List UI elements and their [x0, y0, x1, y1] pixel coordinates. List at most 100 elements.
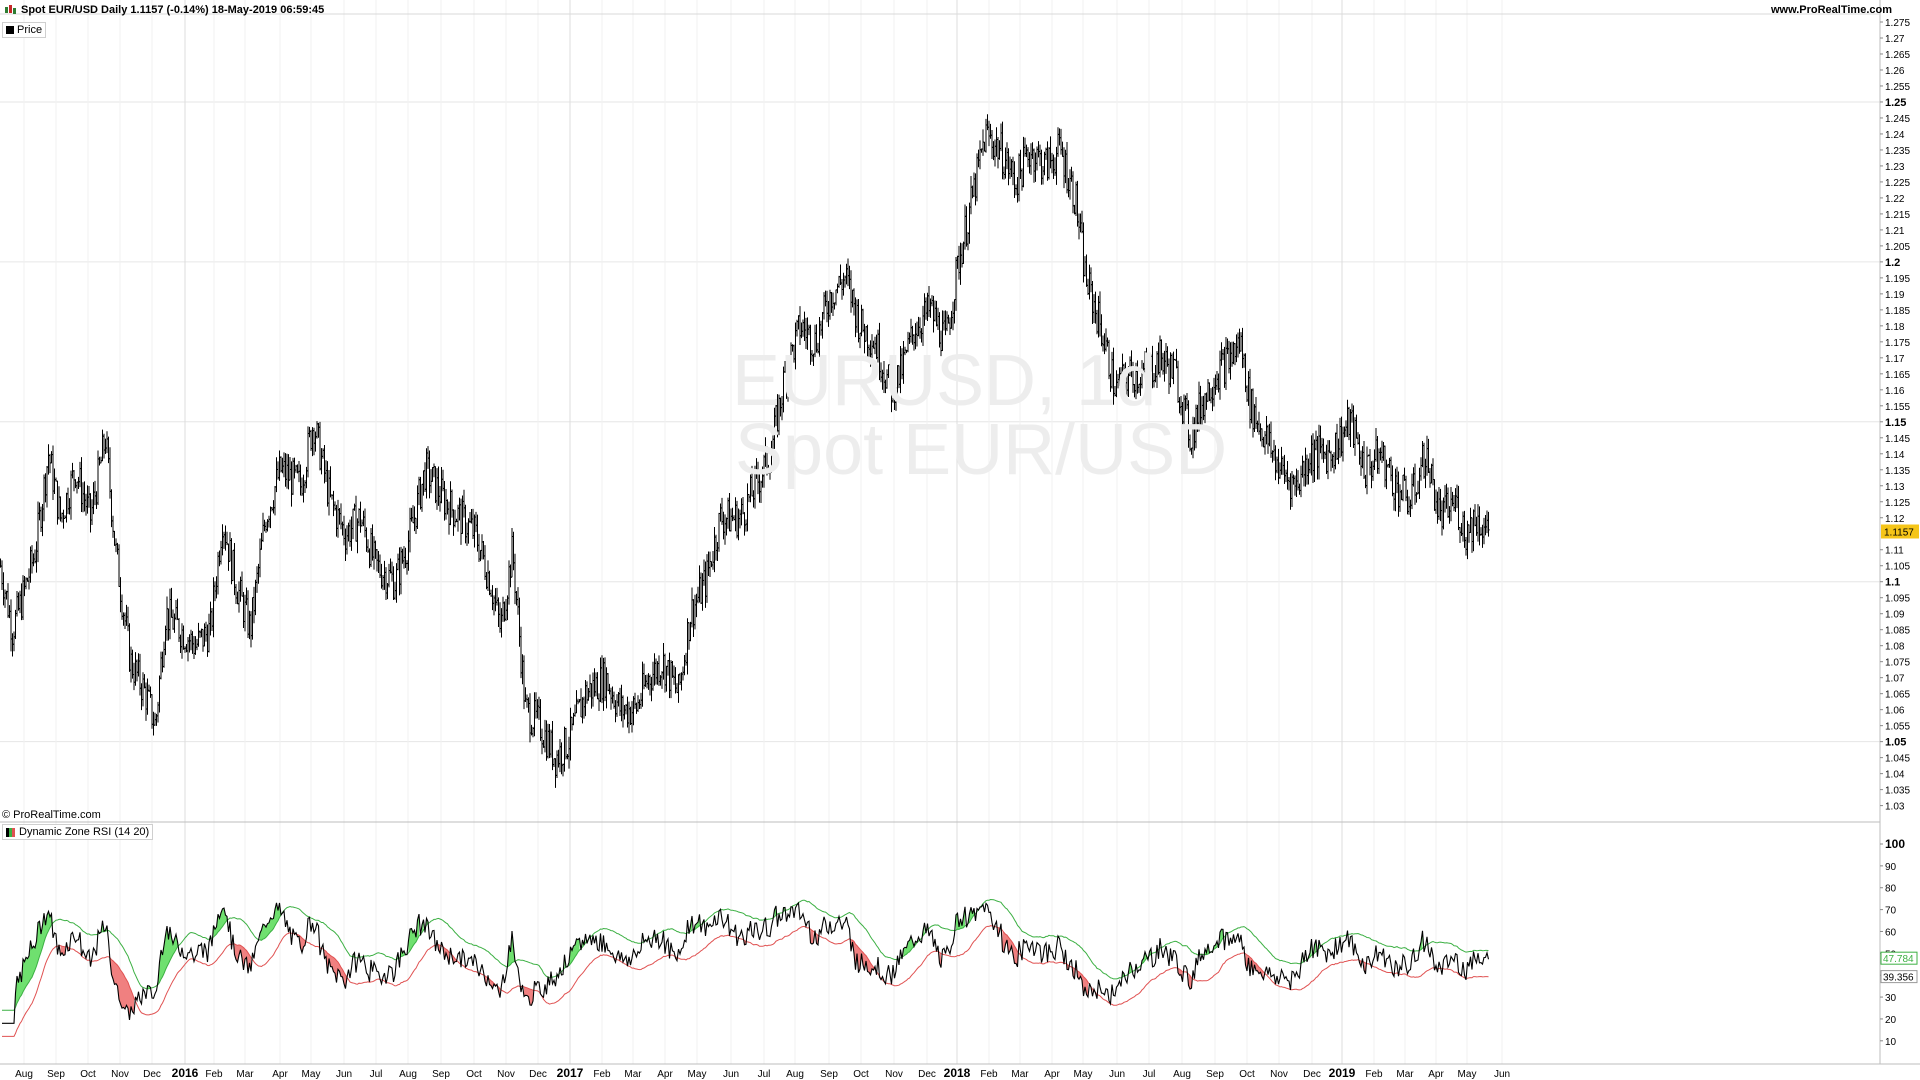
price-tick-label: 1.07: [1885, 674, 1905, 685]
price-tick-label: 1.19: [1885, 290, 1905, 301]
time-tick-label: Nov: [1270, 1069, 1288, 1080]
price-tick-label: 1.255: [1885, 82, 1910, 93]
time-tick-label: Sep: [1206, 1069, 1224, 1080]
price-tick-label: 1.105: [1885, 562, 1910, 573]
time-tick-label: Jun: [1494, 1069, 1510, 1080]
time-tick-label: May: [302, 1069, 321, 1080]
rsi-tick-label: 70: [1885, 906, 1897, 917]
time-tick-label: 2018: [944, 1066, 971, 1080]
price-tick-label: 1.24: [1885, 130, 1905, 141]
time-tick-label: Jun: [336, 1069, 352, 1080]
copyright: © ProRealTime.com: [2, 809, 101, 821]
current-price-label: 1.1157: [1884, 528, 1914, 539]
time-tick-label: Oct: [853, 1069, 869, 1080]
rsi-legend-label: Dynamic Zone RSI (14 20): [19, 826, 150, 838]
chart-title-text: Spot EUR/USD Daily 1.1157 (-0.14%) 18-Ma…: [21, 4, 325, 16]
price-tick-label: 1.265: [1885, 50, 1910, 61]
time-tick-label: Aug: [399, 1069, 417, 1080]
price-tick-label: 1.135: [1885, 466, 1910, 477]
rsi-tick-label: 100: [1885, 837, 1905, 851]
time-tick-label: Nov: [111, 1069, 129, 1080]
candlestick-chart-icon: [5, 5, 16, 14]
price-tick-label: 1.035: [1885, 786, 1910, 797]
rsi-upper-tag: [1880, 951, 1918, 965]
price-tick-label: 1.05: [1885, 737, 1906, 749]
time-tick-label: Mar: [1396, 1069, 1414, 1080]
price-tick-label: 1.165: [1885, 370, 1910, 381]
price-legend[interactable]: Price: [2, 22, 47, 38]
time-tick-label: Aug: [786, 1069, 804, 1080]
price-tick-label: 1.16: [1885, 386, 1905, 397]
time-tick-label: Feb: [980, 1069, 998, 1080]
time-tick-label: Jun: [1109, 1069, 1125, 1080]
rsi-value-label: 39.356: [1883, 973, 1914, 984]
price-tick-label: 1.1: [1885, 577, 1900, 589]
time-tick-label: Sep: [820, 1069, 838, 1080]
rsi-legend[interactable]: Dynamic Zone RSI (14 20): [2, 824, 154, 840]
price-tick-label: 1.045: [1885, 754, 1910, 765]
price-tick-label: 1.095: [1885, 594, 1910, 605]
price-tick-label: 1.145: [1885, 434, 1910, 445]
time-tick-label: Dec: [918, 1069, 936, 1080]
time-tick-label: Jun: [723, 1069, 739, 1080]
time-tick-label: Apr: [1044, 1069, 1060, 1080]
price-tick-label: 1.245: [1885, 114, 1910, 125]
price-tick-label: 1.12: [1885, 514, 1905, 525]
price-tick-label: 1.06: [1885, 706, 1905, 717]
price-tick-label: 1.215: [1885, 210, 1910, 221]
price-tick-label: 1.18: [1885, 322, 1905, 333]
price-tick-label: 1.22: [1885, 194, 1905, 205]
time-tick-label: Mar: [624, 1069, 642, 1080]
time-tick-label: Dec: [143, 1069, 161, 1080]
price-tick-label: 1.085: [1885, 626, 1910, 637]
price-tick-label: 1.21: [1885, 226, 1905, 237]
time-tick-label: Jul: [370, 1069, 383, 1080]
price-legend-label: Price: [17, 24, 43, 36]
time-tick-label: 2017: [557, 1066, 584, 1080]
rsi-tick-label: 60: [1885, 927, 1897, 938]
price-ohlc-bars[interactable]: [0, 114, 1490, 788]
site-url[interactable]: www.ProRealTime.com: [1770, 4, 1892, 16]
time-tick-label: Oct: [466, 1069, 482, 1080]
time-tick-label: Feb: [1365, 1069, 1383, 1080]
watermark-name: Spot EUR/USD: [735, 410, 1228, 490]
price-tick-label: 1.225: [1885, 178, 1910, 189]
rsi-upper-label: 47.784: [1883, 954, 1914, 965]
rsi-panel-plot[interactable]: [2, 898, 1490, 1037]
rsi-upper-band: [2, 898, 1489, 1011]
rsi-value-tag: [1880, 970, 1918, 984]
time-tick-label: Dec: [1303, 1069, 1321, 1080]
price-tick-label: 1.25: [1885, 97, 1906, 109]
time-tick-label: Aug: [1173, 1069, 1191, 1080]
rsi-line: [2, 901, 1490, 1024]
price-tick-label: 1.13: [1885, 482, 1905, 493]
time-tick-label: May: [1458, 1069, 1477, 1080]
price-tick-label: 1.195: [1885, 274, 1910, 285]
current-price-tag: [1881, 524, 1919, 539]
price-tick-label: 1.125: [1885, 498, 1910, 509]
rsi-overbought-fill: [15, 902, 1423, 1008]
price-tick-label: 1.155: [1885, 402, 1910, 413]
time-tick-label: Jul: [1143, 1069, 1156, 1080]
time-tick-label: Sep: [432, 1069, 450, 1080]
rsi-tick-label: 10: [1885, 1037, 1897, 1048]
time-tick-label: Nov: [885, 1069, 903, 1080]
price-tick-label: 1.04: [1885, 770, 1905, 781]
price-tick-label: 1.03: [1885, 802, 1905, 813]
time-tick-label: Jul: [758, 1069, 771, 1080]
time-tick-label: Mar: [1011, 1069, 1029, 1080]
chart-title: Spot EUR/USD Daily 1.1157 (-0.14%) 18-Ma…: [4, 4, 324, 16]
price-tick-label: 1.185: [1885, 306, 1910, 317]
time-tick-label: Dec: [529, 1069, 547, 1080]
price-tick-label: 1.26: [1885, 66, 1905, 77]
rsi-tick-label: 30: [1885, 993, 1897, 1004]
price-tick-label: 1.09: [1885, 610, 1905, 621]
time-tick-label: May: [688, 1069, 707, 1080]
price-tick-label: 1.14: [1885, 450, 1905, 461]
price-tick-label: 1.23: [1885, 162, 1905, 173]
time-tick-label: Feb: [205, 1069, 223, 1080]
price-tick-label: 1.11: [1885, 546, 1904, 557]
rsi-tick-label: 20: [1885, 1015, 1897, 1026]
